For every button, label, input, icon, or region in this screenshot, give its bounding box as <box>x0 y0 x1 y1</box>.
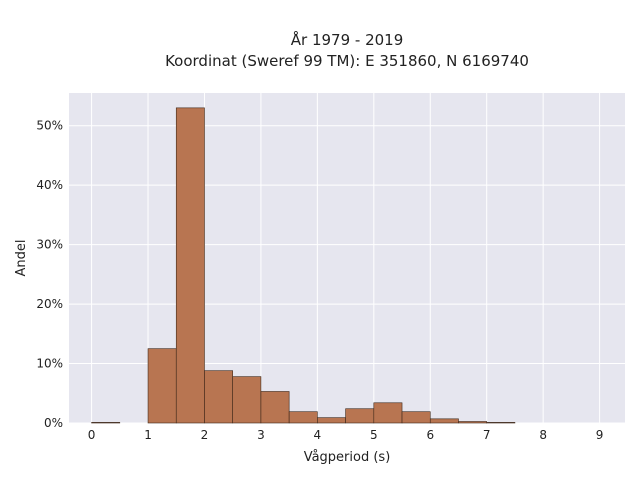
x-tick-label: 7 <box>483 428 491 442</box>
x-tick-labels: 0 1 2 3 4 5 6 7 8 9 <box>88 428 604 442</box>
histogram-bar <box>317 417 346 424</box>
x-tick-label: 8 <box>539 428 547 442</box>
x-tick-label: 9 <box>596 428 604 442</box>
histogram-bar <box>232 376 262 424</box>
y-axis-label: Andel <box>14 240 29 277</box>
x-tick-label: 5 <box>370 428 378 442</box>
chart-title-line1: År 1979 - 2019 <box>291 30 404 49</box>
histogram-bar <box>204 370 233 424</box>
x-axis-label: Vågperiod (s) <box>304 450 391 465</box>
x-tick-label: 2 <box>201 428 209 442</box>
histogram-bar <box>91 422 121 424</box>
histogram-bar <box>260 391 290 424</box>
x-tick-label: 1 <box>144 428 152 442</box>
y-tick-labels: 0% 10% 20% 30% 40% 50% <box>36 119 63 430</box>
y-tick-label: 10% <box>36 357 63 371</box>
x-tick-label: 3 <box>257 428 265 442</box>
histogram-bar <box>401 411 431 424</box>
y-tick-label: 30% <box>36 238 63 252</box>
histogram-bar <box>147 348 177 424</box>
bars <box>91 107 516 424</box>
histogram-bar <box>175 107 205 424</box>
histogram-bar <box>373 402 403 424</box>
y-tick-label: 0% <box>44 416 63 430</box>
x-tick-label: 0 <box>88 428 96 442</box>
y-tick-label: 20% <box>36 297 63 311</box>
y-tick-label: 40% <box>36 178 63 192</box>
x-tick-label: 6 <box>426 428 434 442</box>
chart-title-line2: Koordinat (Sweref 99 TM): E 351860, N 61… <box>165 52 529 70</box>
x-tick-label: 4 <box>314 428 322 442</box>
histogram-bar <box>345 408 375 424</box>
histogram-bar <box>288 411 318 424</box>
histogram-bar <box>429 418 459 424</box>
y-tick-label: 50% <box>36 119 63 133</box>
histogram-bar <box>486 422 516 424</box>
histogram-bar <box>458 421 488 424</box>
